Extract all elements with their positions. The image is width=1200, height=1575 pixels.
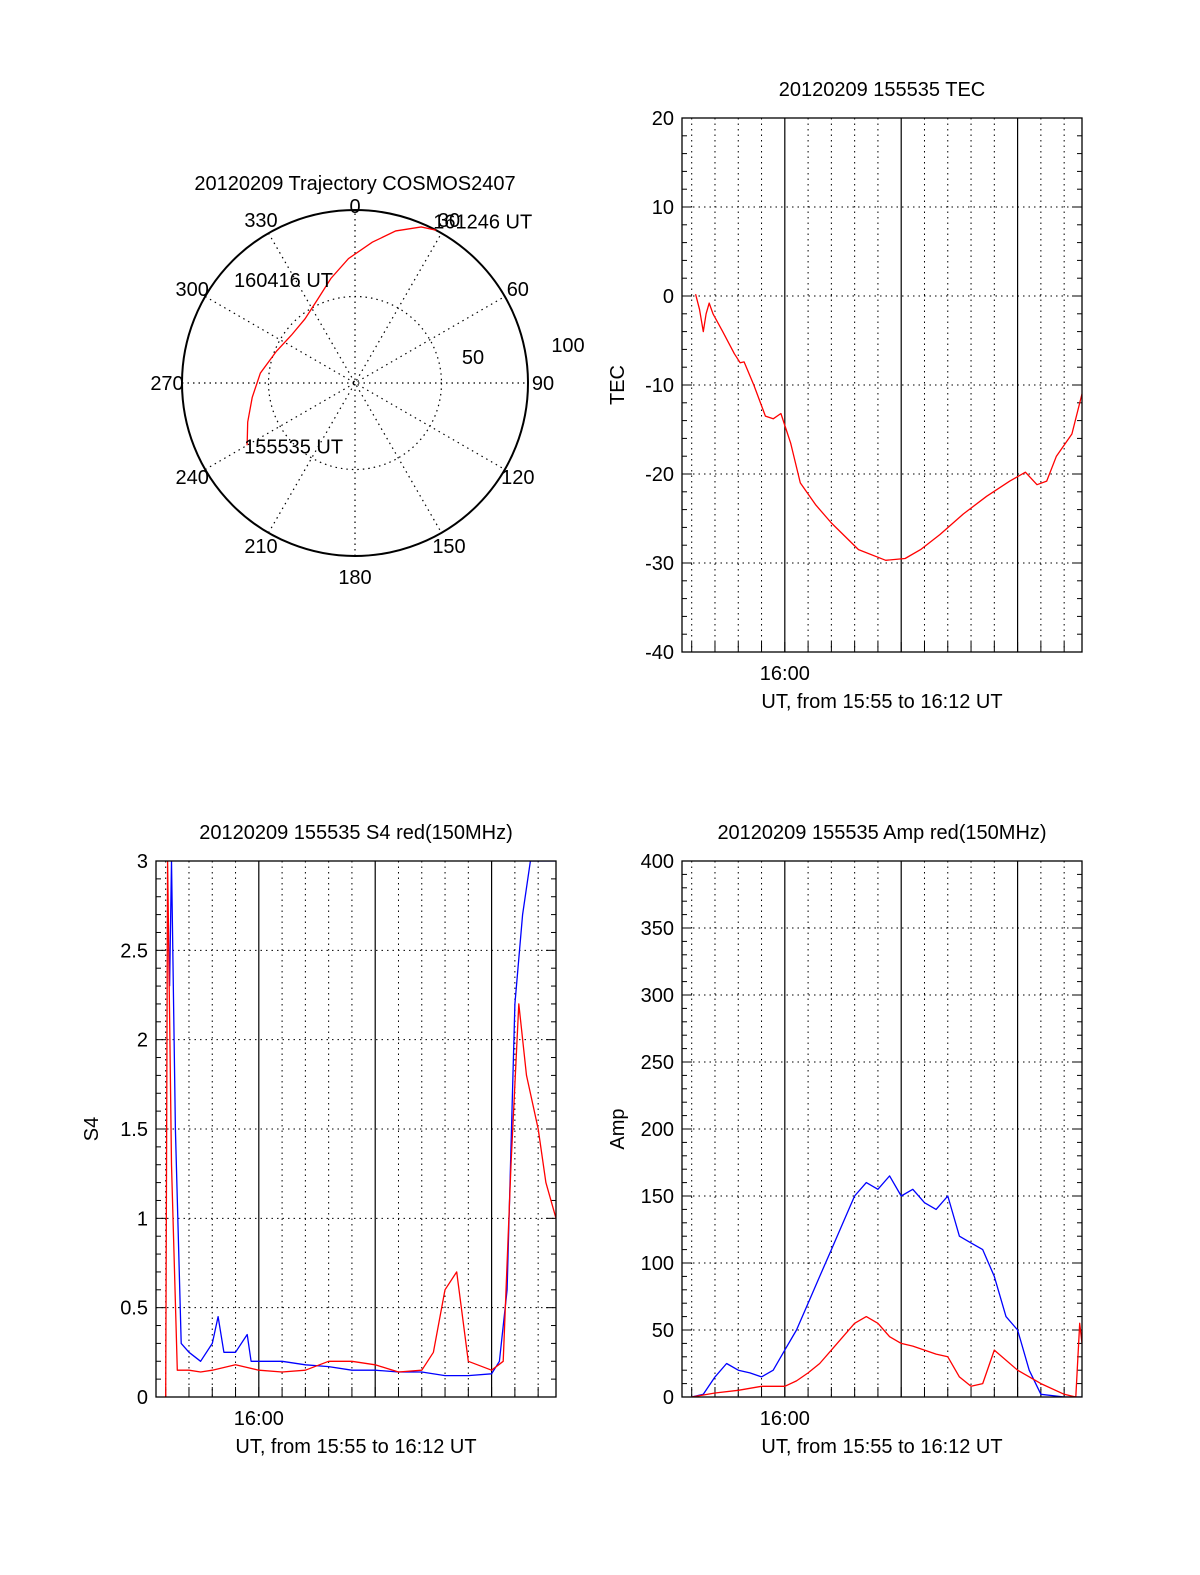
x-tick-label: 16:00 [234,1408,284,1430]
y-tick-label: 0 [663,1387,674,1409]
polar-radial-label: 100 [551,335,584,357]
y-tick-label: -40 [645,642,674,664]
plot-frame [155,860,557,1398]
chart-title: 20120209 Trajectory COSMOS2407 [194,173,515,195]
polar-angle-label: 30 [438,210,460,232]
chart-title: 20120209 155535 TEC [779,79,985,101]
series-line [691,1175,1082,1397]
polar-angle-label: 180 [338,567,371,589]
plot-frame [681,860,1083,1398]
y-axis-label: S4 [81,1117,103,1141]
y-tick-label: 50 [652,1320,674,1342]
y-tick-label: -20 [645,464,674,486]
y-tick-label: 0 [137,1387,148,1409]
y-tick-label: 1 [137,1208,148,1230]
series-group [694,294,1082,561]
y-axis-label: Amp [607,1108,629,1149]
s4-chart: 20120209 155535 S4 red(150MHz) 0 0.5 1 1.5 2 2… [81,822,557,1458]
trajectory-time-label: 160416 UT [234,270,333,292]
polar-angle-label: 0 [349,196,360,218]
polar-angle-label: 240 [175,467,208,489]
y-tick-label: 150 [641,1186,674,1208]
x-axis-label: UT, from 15:55 to 16:12 UT [761,1436,1002,1458]
series-group [691,1175,1082,1397]
y-tick-label: 20 [652,108,674,130]
y-tick-label: 2.5 [120,940,148,962]
y-tick-label: 200 [641,1119,674,1141]
polar-angle-label: 210 [244,536,277,558]
trajectory-series-line [246,226,437,446]
x-axis-label: UT, from 15:55 to 16:12 UT [761,691,1002,713]
y-tick-label: 250 [641,1052,674,1074]
y-tick-label: -30 [645,553,674,575]
y-tick-label: 0.5 [120,1298,148,1320]
series-line [691,1315,1082,1397]
polar-angle-label: 120 [501,467,534,489]
y-tick-label: 3 [137,851,148,873]
trajectory-time-label: 161246 UT [433,211,532,233]
series-line [168,861,556,1377]
polar-radial-label: 50 [462,347,484,369]
series-line [165,861,556,1397]
x-tick-label: 16:00 [760,663,810,685]
y-tick-label: 0 [663,286,674,308]
x-axis-label: UT, from 15:55 to 16:12 UT [235,1436,476,1458]
series-line [694,294,1082,561]
polar-angle-label: 330 [244,210,277,232]
y-tick-label: 300 [641,985,674,1007]
y-tick-label: 400 [641,851,674,873]
trajectory-time-label: 155535 UT [244,436,343,458]
y-tick-label: 1.5 [120,1119,148,1141]
polar-angle-label: 60 [507,279,529,301]
x-tick-label: 16:00 [760,1408,810,1430]
polar-angle-label: 90 [532,373,554,395]
y-tick-label: -10 [645,375,674,397]
y-tick-label: 350 [641,918,674,940]
polar-outer-circle [181,209,529,557]
plot-frame [681,117,1083,653]
chart-title: 20120209 155535 S4 red(150MHz) [199,822,513,844]
y-tick-label: 100 [641,1253,674,1275]
y-axis-label: TEC [607,365,629,405]
y-tick-label: 2 [137,1030,148,1052]
polar-angle-label: 270 [150,373,183,395]
polar-angle-label: 300 [175,279,208,301]
polar-angle-label: 150 [432,536,465,558]
tec-chart: 20120209 155535 TEC -40 -30 -20 -10 0 10 20 16:0… [607,79,1083,713]
series-group [165,861,556,1397]
amp-chart: 20120209 155535 Amp red(150MHz) 0 50 100 150… [607,822,1083,1458]
y-tick-label: 10 [652,197,674,219]
chart-title: 20120209 155535 Amp red(150MHz) [717,822,1046,844]
